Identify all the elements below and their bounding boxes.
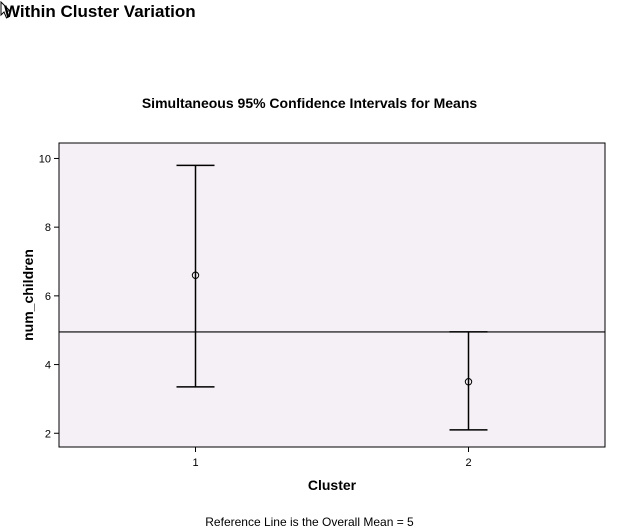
reference-line-footnote: Reference Line is the Overall Mean = 5: [205, 515, 414, 529]
y-tick-label: 6: [45, 291, 51, 303]
y-tick-label: 4: [45, 360, 51, 372]
plot-area: [58, 142, 606, 448]
error-bar-cluster-1: [176, 164, 215, 388]
chart-title: Simultaneous 95% Confidence Intervals fo…: [141, 95, 478, 111]
x-tick-label: 2: [465, 457, 471, 469]
y-tick-label: 8: [45, 222, 51, 234]
mean-point: [464, 378, 473, 386]
y-tick-label: 10: [39, 153, 51, 165]
x-tick-label: 1: [192, 457, 198, 469]
y-tick-label: 2: [45, 428, 51, 440]
y-axis-ticks: 2 4 6 8 10: [39, 153, 59, 440]
section-title: Within Cluster Variation: [4, 2, 196, 21]
y-axis-label: num_children: [20, 249, 36, 341]
mean-point: [191, 271, 200, 279]
mouse-cursor-icon: [0, 0, 12, 24]
x-axis-label: Cluster: [308, 477, 357, 493]
error-bars: [176, 164, 488, 431]
error-bar-cluster-2: [449, 331, 488, 431]
